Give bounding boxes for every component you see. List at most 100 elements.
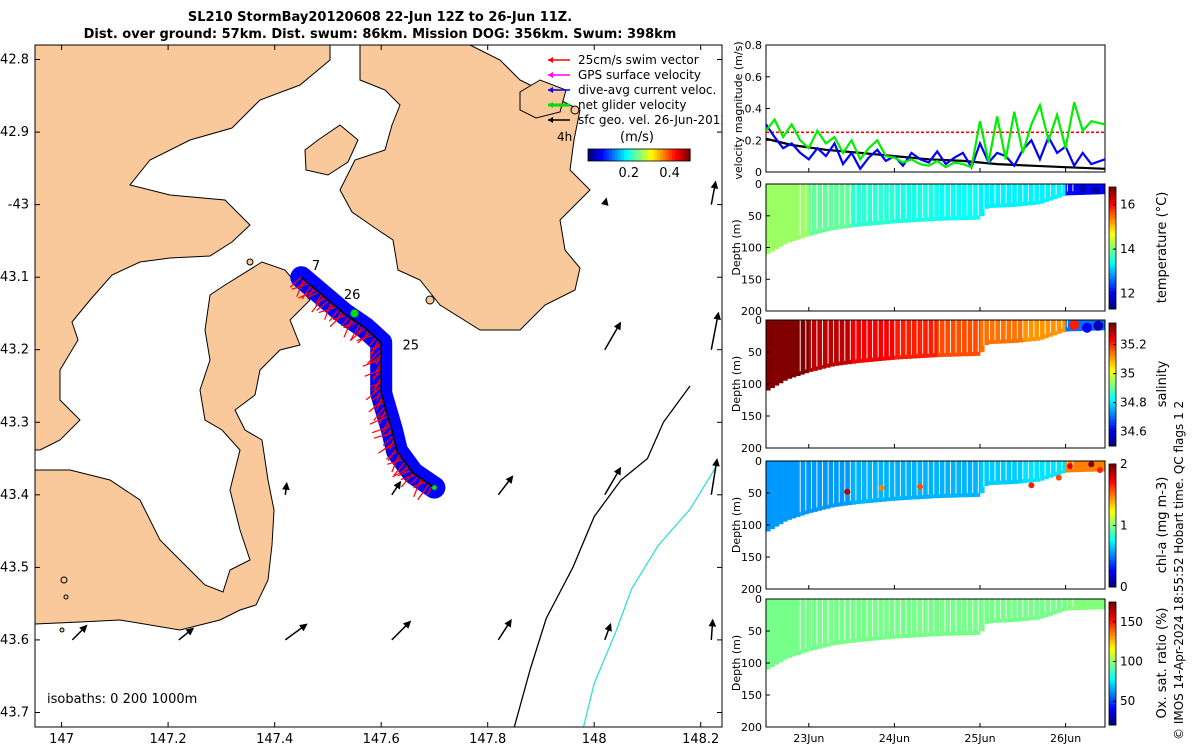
section-column xyxy=(928,461,934,499)
section-column xyxy=(1039,320,1045,340)
section-column xyxy=(903,184,908,223)
colorbar-cell xyxy=(1109,550,1116,554)
swim-vector xyxy=(374,402,385,407)
map-y-tick-label: 43.2 xyxy=(0,343,29,358)
colorbar-cell xyxy=(1109,691,1116,695)
swim-vector xyxy=(373,406,386,421)
colorbar-cell xyxy=(1109,287,1116,292)
map-x-tick-label: 147.4 xyxy=(256,732,293,747)
colorbar-cell xyxy=(1109,412,1116,416)
section-column xyxy=(997,320,1002,344)
section-column xyxy=(907,320,912,359)
section-column xyxy=(847,599,852,644)
section-column xyxy=(855,599,861,643)
colorbar-cell xyxy=(1109,402,1116,407)
swim-vector xyxy=(344,320,355,328)
colorbar-cell xyxy=(1109,302,1116,307)
day-label: 25 xyxy=(403,339,420,354)
colorbar-label: temperature (°C) xyxy=(1155,192,1170,304)
colorbar-cell xyxy=(672,149,676,161)
swim-vector xyxy=(318,306,337,314)
section-column xyxy=(915,599,921,638)
colorbar-cell xyxy=(660,149,664,161)
section-column xyxy=(1052,320,1058,336)
colorbar-cell xyxy=(1109,571,1116,576)
colorbar-cell xyxy=(627,149,631,161)
swim-vector xyxy=(364,369,382,377)
colorbar-cell xyxy=(603,149,607,161)
colorbar-cell xyxy=(1109,700,1116,704)
section-column xyxy=(1085,184,1090,195)
chla-high-point xyxy=(1075,465,1082,472)
salinity-panel: 0 50 100 150 200 Depth (m) 34.6 34.8 35 35.2 salin… xyxy=(730,314,1170,455)
colorbar-cell xyxy=(1109,350,1116,355)
colorbar-cell xyxy=(1109,229,1116,234)
section-column xyxy=(1061,320,1066,333)
section-column xyxy=(817,461,822,511)
section-column xyxy=(894,599,899,639)
section-column xyxy=(1035,461,1041,482)
legend-arrowhead xyxy=(548,87,553,93)
section-column xyxy=(774,320,780,386)
colorbar-cell xyxy=(675,149,679,161)
colorbar-cell xyxy=(648,149,652,161)
colorbar-cell xyxy=(636,149,640,161)
colorbar-label: Ox. sat. ratio (%) xyxy=(1155,608,1170,719)
section-column xyxy=(962,599,968,636)
colorbar-tick-label: 34.8 xyxy=(1120,396,1147,410)
colorbar-cell xyxy=(618,149,622,161)
section-x-tick-label: 25Jun xyxy=(964,732,995,745)
colorbar-cell xyxy=(1109,299,1116,304)
island-3 xyxy=(246,258,254,266)
map-x-tick-label: 148.2 xyxy=(682,732,719,747)
section-column xyxy=(898,184,904,223)
section-column xyxy=(911,599,917,638)
colorbar-cell xyxy=(1109,694,1116,698)
section-column xyxy=(1077,599,1082,611)
legend-arrowhead xyxy=(548,102,553,108)
section-column xyxy=(796,461,801,517)
colorbar-cell xyxy=(1109,697,1116,701)
swim-vector xyxy=(324,302,332,320)
colorbar-cell xyxy=(1109,214,1116,218)
section-column xyxy=(834,320,840,366)
section-column xyxy=(843,320,848,365)
section-column xyxy=(903,320,908,359)
section-column xyxy=(984,184,989,209)
section-column xyxy=(1081,461,1086,472)
section-column xyxy=(950,184,955,221)
swim-vector xyxy=(362,358,382,367)
island-2 xyxy=(59,627,65,633)
swim-vector xyxy=(372,392,382,401)
colorbar-cell xyxy=(1109,430,1116,435)
section-y-tick-label: 150 xyxy=(741,689,762,702)
section-y-tick-label: 100 xyxy=(741,242,762,255)
legend-label: dive-avg current veloc. xyxy=(578,83,716,97)
colorbar-cell xyxy=(1109,442,1116,447)
colorbar-cell xyxy=(1109,712,1116,717)
section-column xyxy=(911,184,917,223)
colorbar-cell xyxy=(1109,329,1116,333)
section-column xyxy=(980,184,985,216)
colorbar-cell xyxy=(1109,491,1116,496)
colorbar-cell xyxy=(1109,565,1116,570)
colorbar-tick-label: 35.2 xyxy=(1120,338,1147,352)
section-column xyxy=(830,320,835,367)
colorbar-cell xyxy=(1109,341,1116,345)
section-column xyxy=(1044,599,1049,618)
colorbar-cell xyxy=(1109,638,1116,643)
colorbar-cell xyxy=(1109,220,1116,225)
colorbar-cell xyxy=(639,149,643,161)
colorbar-cell xyxy=(1109,528,1116,533)
colorbar-tick-label: 14 xyxy=(1120,242,1135,256)
colorbar-tick-label: 35 xyxy=(1120,367,1135,381)
swim-vector xyxy=(315,293,322,307)
colorbar-cell xyxy=(1109,497,1116,502)
section-column xyxy=(1039,461,1045,481)
colorbar-cell xyxy=(612,149,616,161)
colorbar-cell xyxy=(678,149,682,161)
section-column xyxy=(1061,599,1066,612)
colorbar-tick-label: 150 xyxy=(1120,615,1143,629)
section-column xyxy=(791,461,797,519)
